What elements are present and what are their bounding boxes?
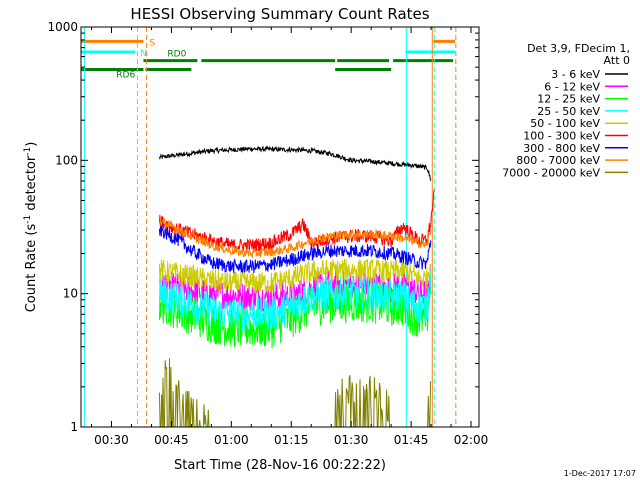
series-lines xyxy=(158,145,435,428)
legend-label: 100 - 300 keV xyxy=(523,130,600,143)
x-tick-label: 01:30 xyxy=(334,433,369,447)
y-tick-label: 100 xyxy=(55,153,78,167)
y-tick-label: 1 xyxy=(70,420,78,434)
legend-label: 3 - 6 keV xyxy=(551,68,600,81)
legend-header: Att 0 xyxy=(604,54,630,67)
legend-label: 800 - 7000 keV xyxy=(516,154,600,167)
state-label-rd6: RD6 xyxy=(116,71,135,81)
x-tick-label: 02:00 xyxy=(454,433,489,447)
series-line xyxy=(158,189,435,253)
footer-timestamp: 1-Dec-2017 17:07 xyxy=(564,469,636,478)
y-axis-label: Count Rate (s-1 detector-1) xyxy=(23,142,39,313)
series-line xyxy=(158,358,431,428)
plot-frame xyxy=(80,26,480,428)
chart-title: HESSI Observing Summary Count Rates xyxy=(130,5,429,23)
y-tick-label: 10 xyxy=(63,287,78,301)
state-label-s: S xyxy=(149,38,155,48)
series-line xyxy=(158,224,432,275)
x-tick-label: 00:30 xyxy=(94,433,129,447)
series-line xyxy=(158,217,432,259)
series-line xyxy=(158,258,432,295)
legend-label: 25 - 50 keV xyxy=(537,105,600,118)
x-tick-label: 01:00 xyxy=(214,433,249,447)
y-tick-label: 1000 xyxy=(47,20,78,34)
legend-header: Det 3,9, FDecim 1, xyxy=(527,42,630,55)
x-tick-label: 01:15 xyxy=(274,433,309,447)
x-tick-label: 01:45 xyxy=(394,433,429,447)
series-line xyxy=(158,270,432,333)
vertical-markers xyxy=(83,27,457,427)
legend-label: 6 - 12 keV xyxy=(544,80,600,93)
series-line xyxy=(158,145,432,181)
legend-label: 50 - 100 keV xyxy=(530,117,600,130)
x-tick-label: 00:45 xyxy=(154,433,189,447)
legend-label: 12 - 25 keV xyxy=(537,93,600,106)
state-bars: SN RD0 RD6 xyxy=(81,38,456,81)
axes: 00:30 00:45 01:00 01:15 01:30 01:45 02:00 1 10 10… xyxy=(47,20,488,447)
legend-label: 300 - 800 keV xyxy=(523,142,600,155)
state-label-rd0: RD0 xyxy=(167,50,186,60)
state-label-n: N xyxy=(140,49,147,59)
x-axis-label: Start Time (28-Nov-16 00:22:22) xyxy=(174,458,386,473)
legend-label: 7000 - 20000 keV xyxy=(502,166,600,179)
